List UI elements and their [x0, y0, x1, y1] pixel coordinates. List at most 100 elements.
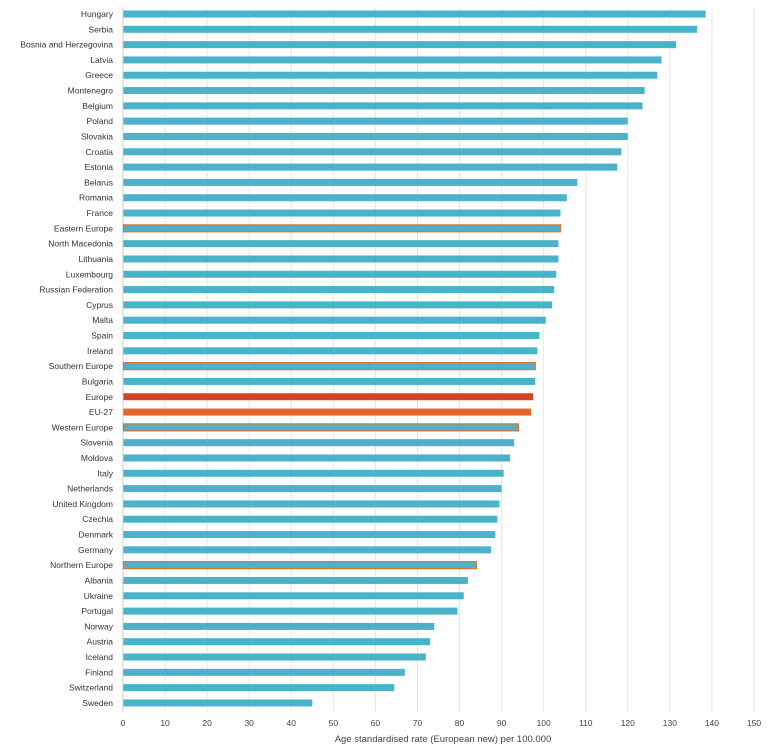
bar	[122, 561, 477, 570]
bar	[123, 515, 498, 523]
bar	[123, 638, 431, 646]
category-label: Slovenia	[80, 438, 113, 448]
bar	[123, 592, 464, 600]
category-label: Europe	[86, 392, 114, 402]
bar	[123, 255, 559, 263]
bar	[123, 148, 622, 156]
gridlines	[122, 7, 755, 712]
category-label: North Macedonia	[48, 239, 113, 249]
x-tick-label: 140	[705, 718, 719, 728]
category-label: Ukraine	[84, 591, 114, 601]
category-label: Southern Europe	[49, 361, 114, 371]
bar	[123, 377, 536, 385]
category-label: Bosnia and Herzegovina	[20, 40, 113, 50]
bar	[123, 132, 628, 140]
bar	[123, 270, 557, 278]
category-label: Lithuania	[78, 254, 113, 264]
x-tick-label: 90	[497, 718, 507, 728]
category-label: Montenegro	[68, 86, 114, 96]
bar	[123, 332, 540, 340]
bars	[122, 10, 706, 707]
x-tick-label: 50	[329, 718, 339, 728]
category-label: Denmark	[79, 530, 114, 540]
category-label: Norway	[84, 621, 114, 631]
bar	[123, 347, 538, 355]
bar	[123, 408, 532, 416]
bar	[123, 393, 534, 401]
category-label: Latvia	[90, 55, 113, 65]
bar	[122, 362, 536, 371]
category-label: United Kingdom	[53, 499, 113, 509]
category-label: Croatia	[86, 147, 114, 157]
x-axis-title: Age standardised rate (European new) per…	[335, 734, 552, 745]
bar	[123, 102, 643, 110]
bar	[123, 531, 496, 539]
bar	[123, 485, 502, 493]
category-label: Iceland	[86, 652, 114, 662]
category-label: Slovakia	[81, 131, 113, 141]
bar	[123, 209, 561, 217]
category-label: Ireland	[87, 346, 113, 356]
category-label: Eastern Europe	[54, 223, 113, 233]
bar	[123, 56, 662, 64]
x-axis-ticks: 0 10 20 30 40 50 60 70 80 90 100 110 120 130 140 150	[121, 718, 762, 728]
bar	[123, 178, 578, 186]
x-tick-label: 60	[371, 718, 381, 728]
category-label: Romania	[79, 193, 113, 203]
bar	[123, 87, 645, 95]
category-label: Western Europe	[52, 422, 114, 432]
bar	[123, 607, 458, 615]
bar	[123, 668, 405, 676]
bar	[123, 500, 500, 508]
x-tick-label: 40	[287, 718, 297, 728]
category-label: France	[87, 208, 114, 218]
x-tick-label: 80	[455, 718, 465, 728]
x-tick-label: 130	[663, 718, 677, 728]
category-label: Czechia	[82, 514, 113, 524]
category-label: Cyprus	[86, 300, 113, 310]
bar	[123, 286, 555, 294]
bar	[123, 699, 313, 707]
category-label: Switzerland	[69, 683, 113, 693]
category-label: Belgium	[82, 101, 113, 111]
bar	[122, 224, 562, 233]
category-label: Spain	[91, 331, 113, 341]
x-tick-label: 120	[621, 718, 635, 728]
bar	[123, 71, 658, 79]
bar	[123, 117, 628, 125]
category-label: Russian Federation	[39, 285, 113, 295]
bar	[123, 439, 515, 447]
x-tick-label: 150	[747, 718, 761, 728]
category-label: Germany	[78, 545, 114, 555]
category-label: Northern Europe	[50, 560, 113, 570]
category-label: Netherlands	[67, 484, 113, 494]
category-label: Finland	[85, 667, 113, 677]
category-label: Serbia	[88, 24, 113, 34]
bar	[123, 194, 567, 202]
x-tick-label: 70	[413, 718, 423, 728]
x-tick-label: 20	[202, 718, 212, 728]
bar	[122, 423, 520, 432]
x-tick-label: 100	[537, 718, 551, 728]
category-label: Greece	[85, 70, 113, 80]
bar	[123, 316, 546, 324]
x-tick-label: 0	[121, 718, 126, 728]
category-label: Austria	[87, 637, 114, 647]
category-label: Malta	[92, 315, 113, 325]
x-tick-label: 110	[579, 718, 593, 728]
bar	[123, 163, 618, 171]
category-labels: Hungary Serbia Bosnia and Herzegovina Latvi…	[20, 9, 113, 708]
bar	[123, 240, 559, 248]
bar	[123, 469, 504, 477]
category-label: EU-27	[89, 407, 113, 417]
category-label: Portugal	[81, 606, 113, 616]
bar	[123, 622, 435, 630]
category-label: Bulgaria	[82, 376, 113, 386]
category-label: Poland	[87, 116, 114, 126]
bar	[123, 684, 395, 692]
bar	[123, 576, 468, 584]
category-label: Italy	[97, 468, 113, 478]
category-label: Luxembourg	[66, 269, 114, 279]
category-label: Moldova	[81, 453, 113, 463]
bar	[123, 25, 698, 33]
